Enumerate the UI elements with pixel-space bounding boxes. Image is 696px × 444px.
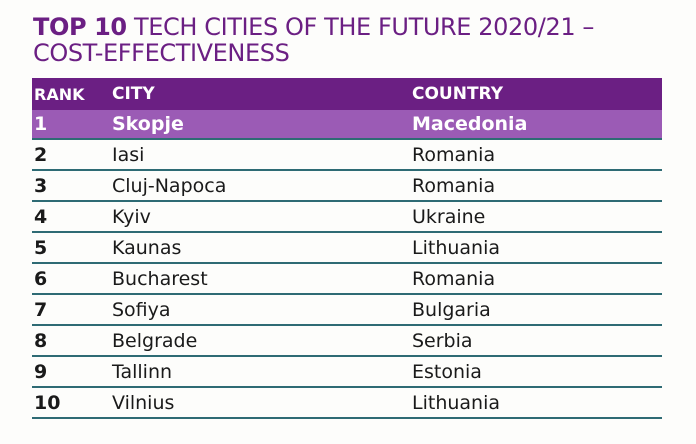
rank-cell: 3 bbox=[34, 174, 48, 197]
table-row: 5 Kaunas Lithuania bbox=[32, 233, 662, 264]
city-cell: Kyiv bbox=[112, 205, 151, 228]
city-cell: Bucharest bbox=[112, 267, 208, 290]
city-cell: Sofiya bbox=[112, 298, 171, 321]
rank-cell: 7 bbox=[34, 298, 48, 321]
table-row: 3 Cluj-Napoca Romania bbox=[32, 171, 662, 202]
table-row: 8 Belgrade Serbia bbox=[32, 326, 662, 357]
country-cell: Romania bbox=[412, 143, 496, 166]
rank-cell: 2 bbox=[34, 143, 48, 166]
table-row: 7 Sofiya Bulgaria bbox=[32, 295, 662, 326]
country-cell: Estonia bbox=[412, 360, 482, 383]
title-line1: TECH CITIES OF THE FUTURE 2020/21 – bbox=[126, 13, 595, 41]
city-cell: Cluj-Napoca bbox=[112, 174, 227, 197]
country-cell: Romania bbox=[412, 174, 496, 197]
table-row: 6 Bucharest Romania bbox=[32, 264, 662, 295]
header-city: CITY bbox=[112, 84, 155, 104]
rank-cell: 5 bbox=[34, 236, 48, 259]
rank-cell: 10 bbox=[34, 391, 61, 414]
header-country: COUNTRY bbox=[412, 84, 504, 104]
city-cell: Tallinn bbox=[112, 360, 173, 383]
country-cell: Lithuania bbox=[412, 391, 501, 414]
city-cell: Kaunas bbox=[112, 236, 182, 259]
table-header: RANK CITY COUNTRY bbox=[32, 78, 662, 110]
rank-cell: 1 bbox=[34, 113, 48, 135]
country-cell: Romania bbox=[412, 267, 496, 290]
city-cell: Belgrade bbox=[112, 329, 198, 352]
country-cell: Ukraine bbox=[412, 205, 486, 228]
table-row: 2 Iasi Romania bbox=[32, 140, 662, 171]
rank-cell: 9 bbox=[34, 360, 48, 383]
title-line2: COST-EFFECTIVENESS bbox=[33, 39, 290, 67]
table-row: 4 Kyiv Ukraine bbox=[32, 202, 662, 233]
city-cell: Skopje bbox=[112, 113, 184, 135]
page-title: TOP 10 TECH CITIES OF THE FUTURE 2020/21… bbox=[33, 14, 673, 66]
ranking-table: RANK CITY COUNTRY 1 Skopje Macedonia 2 Iasi R… bbox=[32, 78, 662, 419]
country-cell: Lithuania bbox=[412, 236, 501, 259]
city-cell: Vilnius bbox=[112, 391, 175, 414]
city-cell: Iasi bbox=[112, 143, 145, 166]
table-row: 1 Skopje Macedonia bbox=[32, 110, 662, 140]
title-emphasis: TOP 10 bbox=[33, 13, 127, 41]
country-cell: Bulgaria bbox=[412, 298, 491, 321]
table-body: 1 Skopje Macedonia 2 Iasi Romania 3 Cluj-Napoca… bbox=[32, 110, 662, 419]
country-cell: Serbia bbox=[412, 329, 473, 352]
table-row: 10 Vilnius Lithuania bbox=[32, 388, 662, 419]
rank-cell: 6 bbox=[34, 267, 48, 290]
rank-cell: 8 bbox=[34, 329, 48, 352]
table-row: 9 Tallinn Estonia bbox=[32, 357, 662, 388]
rank-cell: 4 bbox=[34, 205, 48, 228]
header-rank: RANK bbox=[34, 84, 85, 104]
country-cell: Macedonia bbox=[412, 113, 528, 135]
